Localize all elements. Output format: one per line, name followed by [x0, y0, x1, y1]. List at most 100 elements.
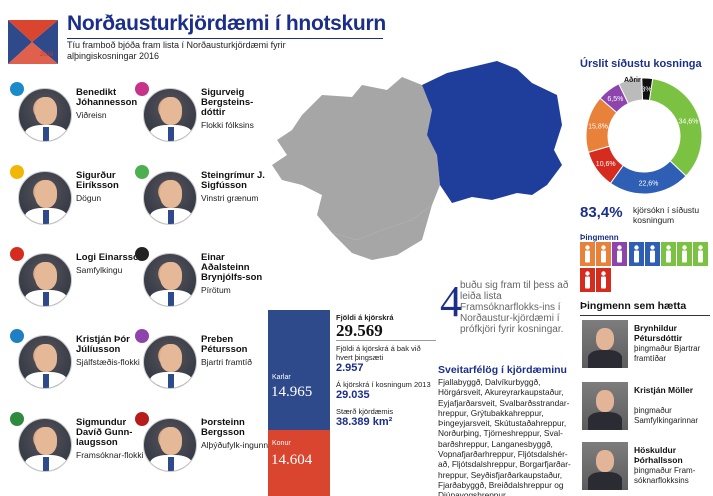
women-value: 14.604 — [271, 452, 313, 468]
election-logo-icon — [8, 20, 58, 64]
candidate-party: Bjartri framtíð — [201, 357, 253, 367]
candidate-card: Benedikt Jóhannesson Viðreisn — [6, 80, 146, 144]
candidate-party: Dögun — [76, 193, 102, 203]
men-label: Karlar — [272, 374, 291, 381]
sjalfstaedis-falcon-icon — [10, 329, 24, 343]
candidate-name: Sigurður Eiríksson — [76, 170, 119, 191]
piratar-flag-icon — [135, 247, 149, 261]
stat-label: Á kjörskrá í kosningum 2013 — [336, 380, 431, 389]
candidate-party: Alþýðufylk-ingunni — [201, 440, 270, 450]
stats-panel: Fjöldi á kjörskrá 29.569 Fjöldi á kjörsk… — [336, 313, 436, 434]
dogun-sun-icon — [10, 165, 24, 179]
quote-number: 4 — [440, 277, 462, 326]
map-other-regions — [272, 77, 440, 240]
leaving-mp-role: þingmaður Bjartrar framtíðar — [634, 344, 701, 363]
quote-text: buðu sig fram til þess að leiða lista Fr… — [460, 280, 569, 335]
donut-label: 10,6% — [596, 161, 616, 168]
candidate-photo — [18, 418, 72, 472]
mp-seat — [644, 242, 660, 266]
candidate-card: Einar Aðalsteinn Brynjólfs-son Pírötum — [131, 245, 271, 309]
stat-value: 29.569 — [336, 322, 436, 341]
municipalities-list: Fjallabyggð, Dalvíkurbyggð, Hörgársveit,… — [438, 377, 571, 496]
candidate-name: Sigurveig Bergsteins-dóttir — [201, 87, 254, 118]
leaving-mp-card: Kristján Möller þingmaður Samfylkingarinn… — [580, 380, 710, 436]
candidate-photo — [18, 171, 72, 225]
leaving-mp-photo — [582, 382, 628, 430]
iceland-map — [272, 61, 562, 260]
candidate-name: Logi Einarsson — [76, 252, 145, 263]
donut-label: 15,8% — [588, 124, 608, 131]
donut-label: 3% — [642, 87, 652, 94]
stat-label: Fjöldi á kjörskrá — [336, 313, 394, 322]
candidate-photo — [143, 418, 197, 472]
person-icon — [682, 245, 688, 263]
candidate-card: Sigurður Eiríksson Dögun — [6, 163, 146, 227]
women-label: Konur — [272, 440, 291, 447]
mps-grid — [580, 242, 710, 294]
candidate-party: Framsóknar-flokki — [76, 450, 144, 460]
candidate-party: Pírötum — [201, 285, 231, 295]
population-women-bar: Konur 14.604 — [268, 430, 330, 496]
vidreisn-star-icon — [10, 82, 24, 96]
vg-check-icon — [135, 165, 149, 179]
mp-seat — [661, 242, 676, 266]
leaving-mp-card: Höskuldur Þórhallsson þingmaður Fram-sókn… — [580, 440, 710, 496]
leaving-mp-name: Brynhildur Pétursdóttir — [634, 323, 683, 343]
title-divider — [67, 38, 383, 39]
candidate-photo — [143, 253, 197, 307]
candidate-photo — [18, 335, 72, 389]
candidate-card: Þorsteinn Bergsson Alþýðufylk-ingunni — [131, 410, 271, 474]
mp-seat — [693, 242, 709, 266]
candidate-name: Benedikt Jóhannesson — [76, 87, 138, 108]
candidate-card: Steingrímur J. Sigfússon Vinstri grænum — [131, 163, 271, 227]
mps-title: Þingmenn — [580, 233, 619, 242]
candidate-party: Viðreisn — [76, 110, 107, 120]
stat-value: 29.035 — [336, 389, 370, 401]
candidate-name: Einar Aðalsteinn Brynjólfs-son — [201, 252, 263, 283]
candidate-photo — [143, 88, 197, 142]
candidate-party: Sjálfstæðis-flokki — [76, 357, 140, 367]
person-icon — [666, 245, 671, 263]
candidate-party: Samfylkingu — [76, 265, 123, 275]
candidate-name: Þorsteinn Bergsson — [201, 417, 245, 438]
donut-other-label: Aðrir — [624, 76, 641, 84]
leaving-mp-name: Kristján Möller — [634, 385, 694, 395]
mp-seat — [580, 242, 595, 266]
person-icon — [601, 271, 607, 289]
stat-label: Fjöldi á kjörskrá á bak við hvert þingsæ… — [336, 344, 421, 362]
mp-seat — [596, 268, 612, 292]
stat-value: 38.389 km² — [336, 416, 393, 428]
leaving-divider — [580, 315, 710, 316]
leaving-title: Þingmenn sem hætta — [580, 300, 687, 312]
turnout-value: 83,4% — [580, 204, 623, 221]
candidate-photo — [143, 171, 197, 225]
mp-seat — [612, 242, 628, 266]
donut-label: 22,6% — [639, 180, 659, 187]
person-icon — [585, 245, 590, 263]
samfylkingin-rose-icon — [10, 247, 24, 261]
page-title: Norðausturkjördæmi í hnotskurn — [67, 12, 386, 35]
person-icon — [633, 245, 639, 263]
person-icon — [649, 245, 655, 263]
mp-seat — [628, 242, 644, 266]
donut-label: 34,6% — [679, 118, 699, 125]
leaving-mp-name: Höskuldur Þórhallsson — [634, 445, 683, 465]
donut-label: 6,5% — [607, 96, 623, 103]
candidate-card: Kristján Þór Júlíusson Sjálfstæðis-flokki — [6, 327, 146, 391]
leaving-mp-role: þingmaður Samfylkingarinnar — [634, 406, 699, 425]
results-title: Úrslit síðustu kosninga — [580, 58, 702, 70]
turnout-label: kjörsókn í síðustu kosningum — [633, 205, 700, 225]
candidate-name: Steingrímur J. Sigfússon — [201, 170, 265, 191]
stat-value: 2.957 — [336, 362, 364, 374]
mp-seat — [580, 268, 595, 292]
candidate-name: Sigmundur Davíð Gunn-laugsson — [76, 417, 133, 448]
mp-seat — [677, 242, 693, 266]
althydufylkingin-logo-icon — [135, 412, 149, 426]
candidate-photo — [18, 253, 72, 307]
page-subtitle: Tíu framboð bjóða fram lista í Norðaustu… — [67, 40, 286, 61]
population-bar: Karlar 14.965 Konur 14.604 — [268, 310, 330, 496]
bjort-framtid-bf-icon — [135, 329, 149, 343]
candidate-card: Sigmundur Davíð Gunn-laugsson Framsóknar-… — [6, 410, 146, 474]
donut-slice — [641, 77, 654, 101]
map-nordaustur-region — [422, 61, 562, 203]
